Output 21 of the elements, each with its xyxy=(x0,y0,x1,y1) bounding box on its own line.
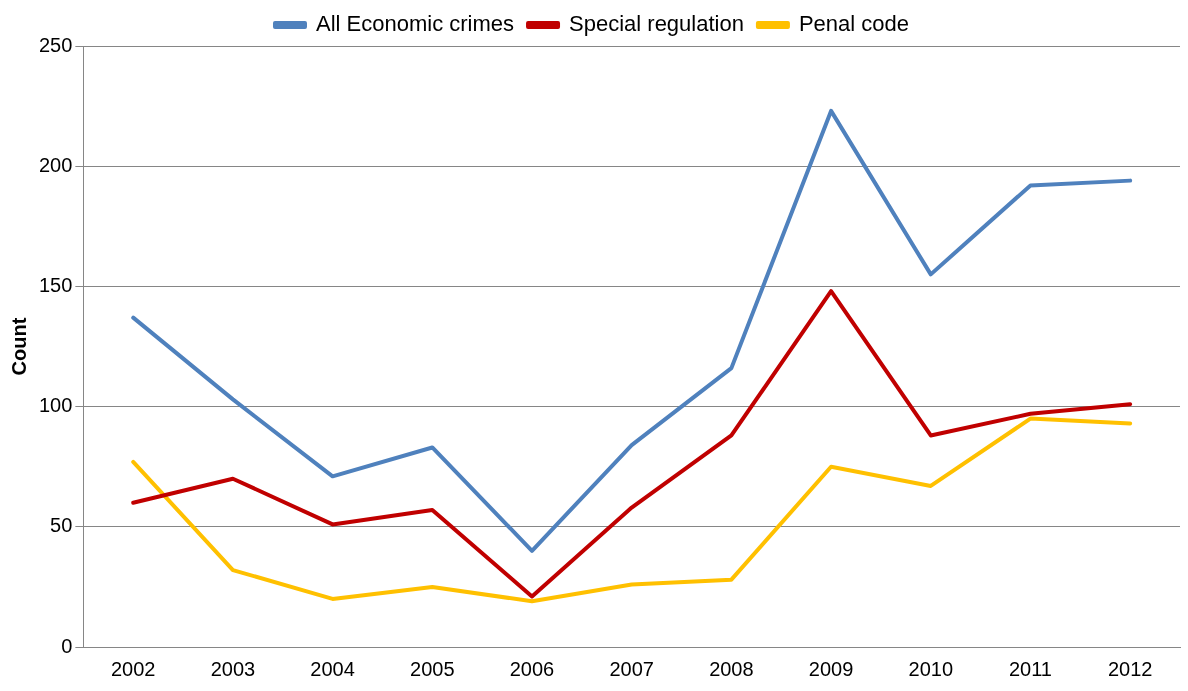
x-tick-label: 2010 xyxy=(908,657,954,680)
y-tick-label: 0 xyxy=(61,634,73,657)
x-tick-label: 2005 xyxy=(410,657,455,680)
y-tick-label: 50 xyxy=(50,514,73,537)
legend-label: Special regulation xyxy=(569,11,744,37)
legend-label: All Economic crimes xyxy=(315,11,515,37)
x-tick-label: 2003 xyxy=(210,657,256,680)
x-tick-label: 2011 xyxy=(1008,657,1052,680)
x-tick-label: 2009 xyxy=(808,657,854,680)
y-tick-label: 250 xyxy=(38,33,73,56)
x-tick-label: 2004 xyxy=(310,657,355,680)
x-tick-label: 2002 xyxy=(110,657,156,680)
y-tick-label: 150 xyxy=(38,273,73,296)
y-tick-label: 200 xyxy=(38,153,73,176)
legend-label: Penal code xyxy=(798,11,910,37)
x-tick-label: 2006 xyxy=(509,657,555,680)
y-axis-title: Count xyxy=(7,317,30,376)
y-tick-label: 100 xyxy=(38,394,73,417)
x-tick-label: 2012 xyxy=(1107,657,1153,680)
x-tick-label: 2007 xyxy=(609,657,654,680)
x-tick-label: 2008 xyxy=(709,657,754,680)
